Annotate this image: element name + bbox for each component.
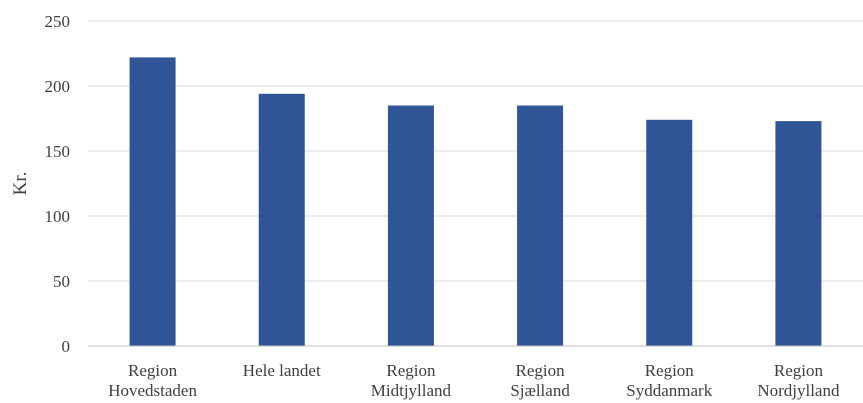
- bar: [258, 93, 305, 346]
- x-category-label-line: Region: [645, 361, 695, 380]
- x-category-label: Region Hovedstaden: [108, 361, 197, 400]
- x-category-label: Region Midtjylland: [371, 361, 452, 400]
- bar: [517, 105, 564, 346]
- y-tick-label: 0: [62, 337, 71, 356]
- y-tick-label: 200: [45, 77, 71, 96]
- gridlines: [88, 20, 863, 282]
- x-category-label: Region Nordjylland: [757, 361, 840, 400]
- bars: [129, 57, 822, 347]
- y-axis-ticks: 0 50 100 150 200 250: [45, 12, 71, 356]
- y-axis-title: Kr.: [10, 172, 31, 196]
- x-category-label-line: Syddanmark: [626, 381, 712, 400]
- bar: [775, 121, 822, 346]
- x-category-label-line: Hovedstaden: [108, 381, 197, 400]
- y-tick-label: 50: [53, 272, 70, 291]
- x-category-label-line: Region: [386, 361, 436, 380]
- x-category-label: Region Sjælland: [510, 361, 570, 400]
- x-category-label: Hele landet: [243, 361, 321, 380]
- bar: [129, 57, 176, 347]
- x-category-label-line: Region: [774, 361, 824, 380]
- y-tick-label: 250: [45, 12, 71, 31]
- bar: [646, 119, 693, 346]
- x-category-label-line: Sjælland: [510, 381, 570, 400]
- y-tick-label: 150: [45, 142, 71, 161]
- y-tick-label: 100: [45, 207, 71, 226]
- x-category-label-line: Hele landet: [243, 361, 321, 380]
- x-category-label-line: Region: [516, 361, 566, 380]
- x-category-label-line: Region: [128, 361, 178, 380]
- bar: [387, 105, 434, 346]
- x-category-label: Region Syddanmark: [626, 361, 712, 400]
- x-category-label-line: Midtjylland: [371, 381, 452, 400]
- x-category-label-line: Nordjylland: [757, 381, 840, 400]
